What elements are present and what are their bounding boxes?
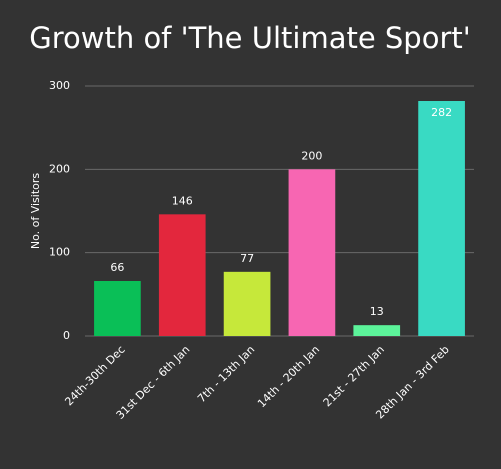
chart-title: Growth of 'The Ultimate Sport' [29,21,470,55]
bar [223,271,271,336]
bar [158,214,206,336]
value-label: 282 [431,106,452,119]
value-label: 66 [110,261,124,274]
y-tick-label: 300 [49,79,70,92]
y-tick-label: 100 [49,246,70,259]
y-tick-label: 200 [49,162,70,175]
bar [353,325,401,336]
value-label: 13 [370,305,384,318]
value-label: 146 [172,194,193,207]
value-label: 200 [301,149,322,162]
y-axis-label: No. of Visitors [29,173,42,250]
bar [288,169,336,336]
value-label: 77 [240,252,254,265]
y-tick-label: 0 [63,329,70,342]
bar [94,281,141,336]
bar [418,101,465,336]
